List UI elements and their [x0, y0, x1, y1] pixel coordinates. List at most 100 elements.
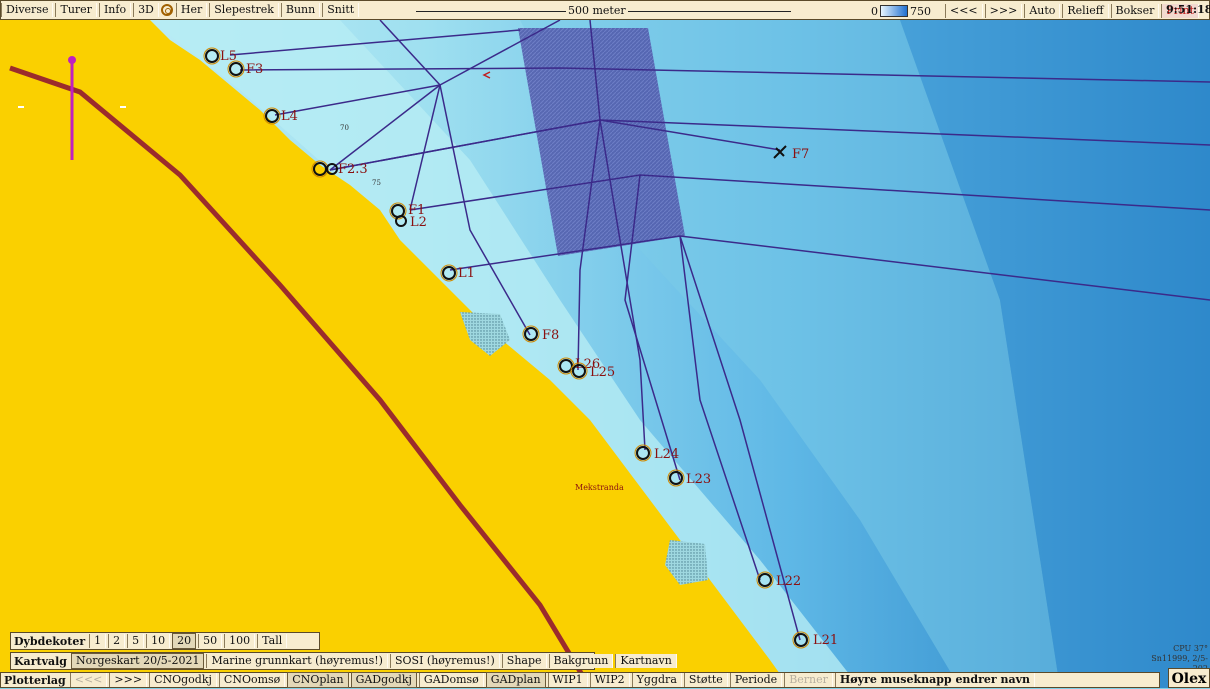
top-toolbar: Diverse Turer Info 3D Her Slepestrek Bun…	[0, 0, 1210, 20]
shoal-patch	[665, 540, 708, 585]
depth-bar-label: Dybdekoter	[14, 634, 86, 648]
depth-option-5[interactable]: 5	[127, 634, 145, 648]
pin-F3[interactable]: F3	[227, 60, 263, 78]
depth-option-10[interactable]: 10	[146, 634, 171, 648]
kart-bakgrunn[interactable]: Bakgrunn	[548, 654, 614, 668]
kart-bar-label: Kartvalg	[14, 654, 67, 668]
pin-label: L4	[281, 109, 298, 124]
layer-stotte[interactable]: Støtte	[683, 673, 728, 687]
chart-selection-bar: Kartvalg Norgeskart 20/5-2021 Marine gru…	[10, 652, 677, 670]
pin-label: L26	[575, 357, 600, 372]
layer-wip1[interactable]: WIP1	[547, 673, 588, 687]
place-name: Mekstranda	[575, 483, 624, 492]
depth-option-1[interactable]: 1	[89, 634, 107, 648]
pin-L4[interactable]: L4	[263, 107, 298, 125]
pin-label: L24	[654, 447, 679, 462]
depth-option-50[interactable]: 50	[198, 634, 223, 648]
next-button[interactable]: >>>	[984, 4, 1023, 18]
legend-max: 750	[910, 4, 931, 18]
pin-L2[interactable]: L2	[395, 215, 427, 230]
auto-button[interactable]: Auto	[1024, 4, 1061, 18]
olex-logo: Olex	[1168, 668, 1210, 688]
snitt-button[interactable]: Snitt	[322, 3, 360, 17]
depth-gradient	[880, 5, 908, 17]
depth-mark: 75	[372, 179, 381, 187]
pin-label: L2	[410, 215, 427, 230]
kart-norgeskart[interactable]: Norgeskart 20/5-2021	[70, 653, 205, 669]
legend-min: 0	[871, 4, 878, 18]
pin-F8[interactable]: F8	[522, 325, 559, 343]
pins: L5 F3 L4 F2.3 F1 L2 L1 F8 L26 L25 L24 L2…	[203, 47, 838, 649]
pin-L5[interactable]: L5	[203, 47, 237, 65]
relieff-button[interactable]: Relieff	[1062, 4, 1109, 18]
kart-marine-grunnkart[interactable]: Marine grunnkart (høyremus!)	[206, 654, 388, 668]
depth-band-deep	[900, 20, 1210, 688]
depth-mark: 70	[340, 124, 349, 132]
pin-label: F8	[542, 328, 559, 343]
print-button[interactable]: Print	[1161, 4, 1200, 18]
prev-button[interactable]: <<<	[945, 4, 983, 18]
pin-label: L25	[590, 365, 615, 380]
road-line	[9, 65, 593, 688]
depth-option-100[interactable]: 100	[224, 634, 256, 648]
bunn-button[interactable]: Bunn	[280, 3, 321, 17]
depth-legend: 0 750 <<< >>> Auto Relieff Bokser Print	[871, 4, 1201, 18]
layer-gadgodkj[interactable]: GADgodkj	[350, 672, 417, 688]
layer-gadplan[interactable]: GADplan	[485, 672, 546, 688]
pin-label: L1	[458, 266, 475, 281]
pin-label: L5	[220, 49, 237, 64]
rename-hint: Høyre museknapp endrer navn	[834, 673, 1036, 687]
red-arrow	[482, 71, 491, 79]
plotter-next-button[interactable]: >>>	[109, 673, 148, 687]
depth-contour-bar: Dybdekoter 1 2 5 10 20 50 100 Tall	[10, 632, 320, 650]
pin-L22[interactable]: L22	[756, 571, 801, 589]
depth-option-tall[interactable]: Tall	[257, 634, 288, 648]
layer-cnogodkj[interactable]: CNOgodkj	[149, 673, 217, 687]
position-target-icon[interactable]	[160, 4, 173, 16]
pin-L1[interactable]: L1	[440, 264, 475, 282]
pin-L24[interactable]: L24	[634, 444, 679, 462]
plotter-bar-label: Plotterlag	[4, 673, 66, 687]
plotter-layer-bar: Plotterlag <<< >>> CNOgodkj CNOomsø CNOp…	[0, 672, 1160, 688]
diverse-button[interactable]: Diverse	[1, 3, 54, 17]
pin-label: L21	[813, 633, 838, 648]
layer-periode[interactable]: Periode	[729, 673, 783, 687]
pin-label: F2.3	[338, 162, 368, 177]
slepestrek-button[interactable]: Slepestrek	[209, 3, 279, 17]
her-button[interactable]: Her	[175, 3, 208, 17]
boundary-box	[518, 28, 685, 256]
pin-F1[interactable]: F1	[389, 202, 425, 220]
kart-shape[interactable]: Shape	[501, 654, 547, 668]
bokser-button[interactable]: Bokser	[1110, 4, 1160, 18]
3d-button[interactable]: 3D	[133, 3, 159, 17]
pin-L23[interactable]: L23	[667, 469, 711, 487]
chart-map[interactable]: Mekstranda 70 75 L5 F3 L4 F2.3 F1 L2 L1 …	[0, 20, 1210, 688]
kart-sosi[interactable]: SOSI (høyremus!)	[389, 654, 500, 668]
layer-berner[interactable]: Berner	[784, 673, 833, 687]
pin-L26[interactable]: L26	[557, 357, 600, 375]
layer-cnoomso[interactable]: CNOomsø	[218, 673, 286, 687]
pin-label: L22	[776, 574, 801, 589]
cpu-readout: CPU 37°	[1173, 644, 1208, 653]
pin-F7[interactable]: F7	[773, 145, 809, 162]
layer-gadomso[interactable]: GADomsø	[418, 673, 484, 687]
info-button[interactable]: Info	[98, 3, 132, 17]
pin-label: F3	[246, 62, 263, 77]
pin-L21[interactable]: L21	[792, 631, 838, 649]
scale-bar: 500 meter	[416, 4, 791, 18]
clock: 9:51:18	[1166, 3, 1210, 16]
depth-option-2[interactable]: 2	[108, 634, 126, 648]
pin-L25[interactable]: L25	[570, 362, 615, 380]
layer-wip2[interactable]: WIP2	[589, 673, 630, 687]
pin-label: L23	[686, 472, 711, 487]
depth-option-20[interactable]: 20	[172, 633, 197, 649]
north-indicator-tip	[68, 56, 76, 64]
pin-F2.3[interactable]: F2.3	[311, 160, 368, 178]
pin-label: F7	[792, 147, 809, 162]
shoal-patch	[460, 312, 510, 356]
turer-button[interactable]: Turer	[55, 3, 97, 17]
layer-cnoplan[interactable]: CNOplan	[287, 672, 349, 688]
kart-kartnavn[interactable]: Kartnavn	[615, 654, 677, 668]
plotter-prev-button[interactable]: <<<	[69, 673, 108, 687]
layer-yggdra[interactable]: Yggdra	[631, 673, 682, 687]
